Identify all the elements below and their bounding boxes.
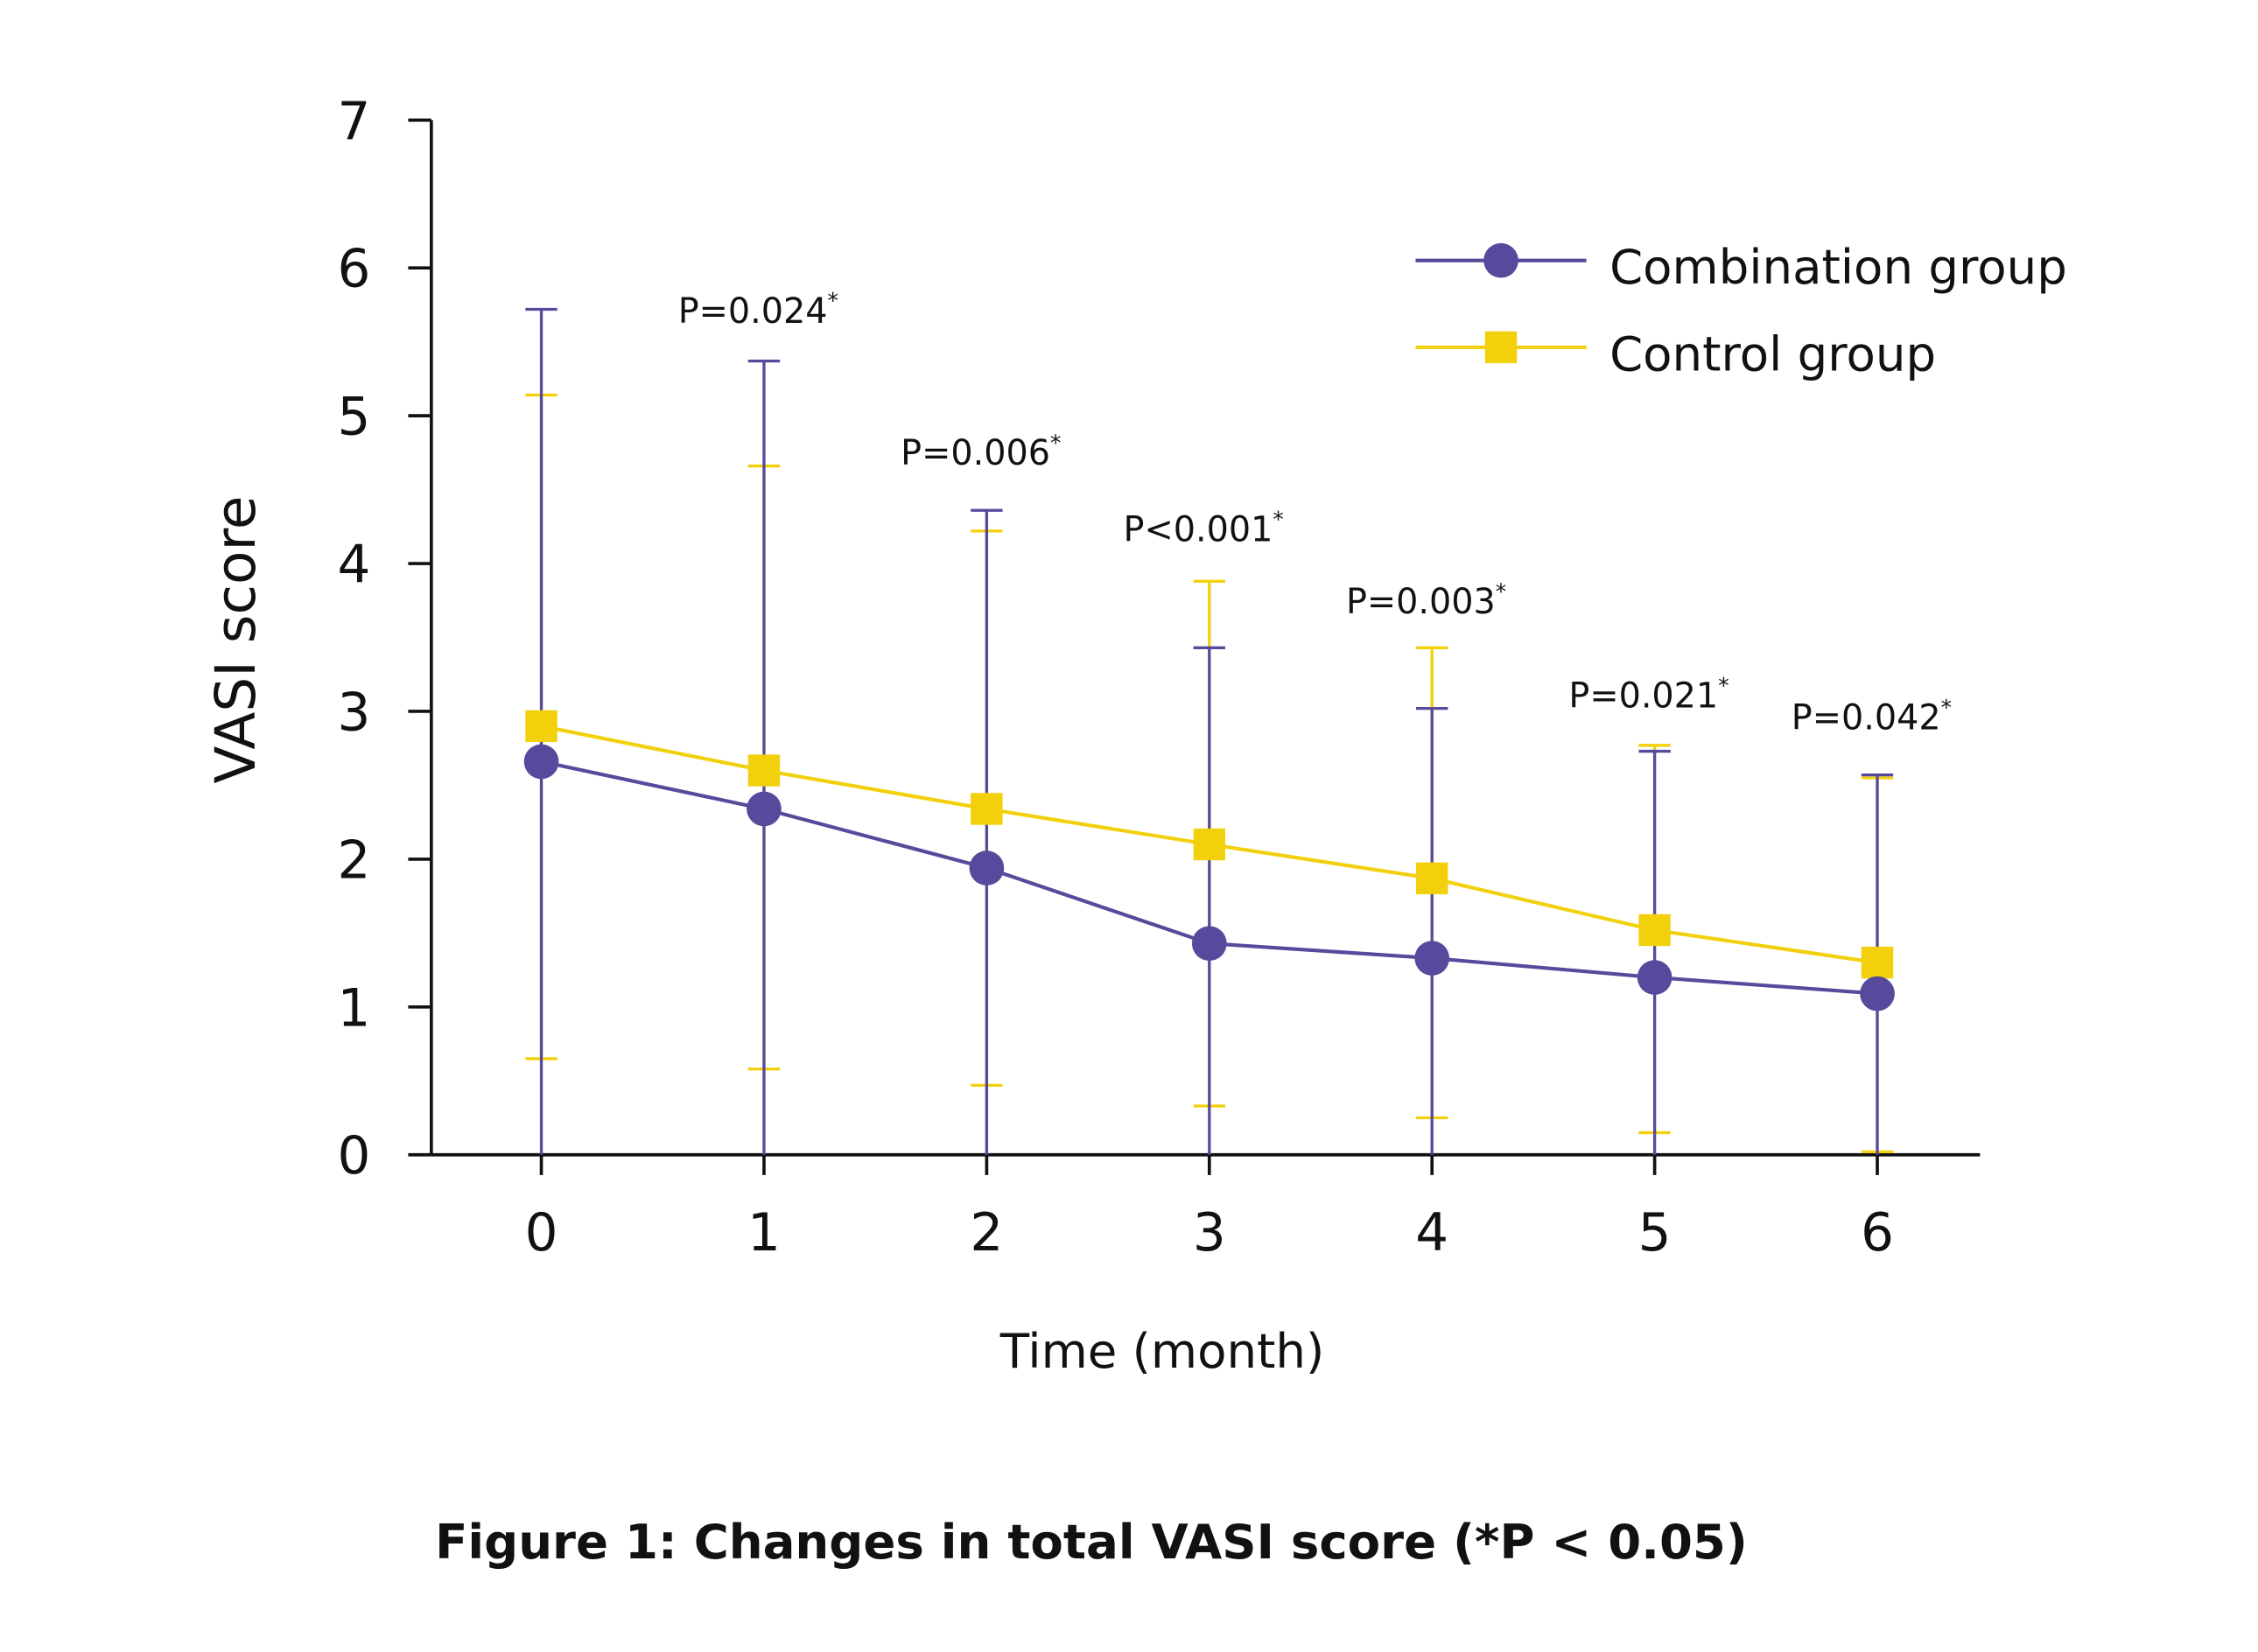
p-value-label: P=0.042* xyxy=(1792,695,1952,738)
x-tick-label: 1 xyxy=(747,1203,781,1264)
y-axis-label: VASI score xyxy=(204,495,268,783)
data-point xyxy=(1191,926,1227,962)
data-point xyxy=(1860,976,1895,1012)
p-value-label: P=0.021* xyxy=(1568,673,1729,717)
data-point xyxy=(1861,946,1894,979)
p-value-label: P=0.006* xyxy=(901,430,1061,473)
legend-label: Control group xyxy=(1609,326,1936,382)
p-value-label: P<0.001* xyxy=(1124,507,1284,550)
data-point xyxy=(523,744,559,780)
y-tick-label: 3 xyxy=(338,682,371,743)
x-tick-label: 3 xyxy=(1193,1203,1226,1264)
data-points xyxy=(523,710,1895,1012)
y-tick-label: 2 xyxy=(338,830,371,891)
figure-caption: Figure 1: Changes in total VASI score (*… xyxy=(435,1514,1748,1570)
legend-marker xyxy=(1483,242,1518,278)
x-tick-label: 5 xyxy=(1638,1203,1672,1264)
data-point xyxy=(747,754,781,787)
y-tick-label: 1 xyxy=(338,978,371,1039)
axes: 0 1 2 3 4 5 6 7 0 1 2 3 4 5 6 xyxy=(338,92,1981,1264)
x-axis-label: Time (month) xyxy=(999,1323,1325,1379)
data-point xyxy=(969,850,1005,886)
data-point xyxy=(971,793,1003,825)
data-point xyxy=(1193,828,1225,861)
legend-marker xyxy=(1484,331,1518,364)
data-point xyxy=(1638,914,1671,947)
x-tick-label: 0 xyxy=(525,1203,558,1264)
x-tick-label: 4 xyxy=(1415,1203,1448,1264)
y-tick-label: 0 xyxy=(338,1126,371,1186)
x-tick-label: 2 xyxy=(970,1203,1003,1264)
p-value-label: P=0.024* xyxy=(678,288,838,332)
y-tick-label: 5 xyxy=(338,388,371,448)
p-value-label: P=0.003* xyxy=(1346,579,1506,623)
legend: Combination group Control group xyxy=(1415,239,2067,382)
x-tick-label: 6 xyxy=(1861,1203,1894,1264)
y-tick-label: 7 xyxy=(338,92,371,152)
legend-label: Combination group xyxy=(1609,239,2067,295)
data-point xyxy=(1416,862,1448,895)
y-tick-label: 4 xyxy=(338,536,371,596)
p-value-annotations: P=0.024* P=0.006* P<0.001* P=0.003* P=0.021*… xyxy=(678,288,1952,738)
data-point xyxy=(1414,941,1450,976)
error-bars xyxy=(525,307,1894,1155)
data-point xyxy=(747,791,782,827)
y-tick-label: 6 xyxy=(338,240,371,300)
data-point xyxy=(525,710,557,743)
data-point xyxy=(1637,960,1672,995)
